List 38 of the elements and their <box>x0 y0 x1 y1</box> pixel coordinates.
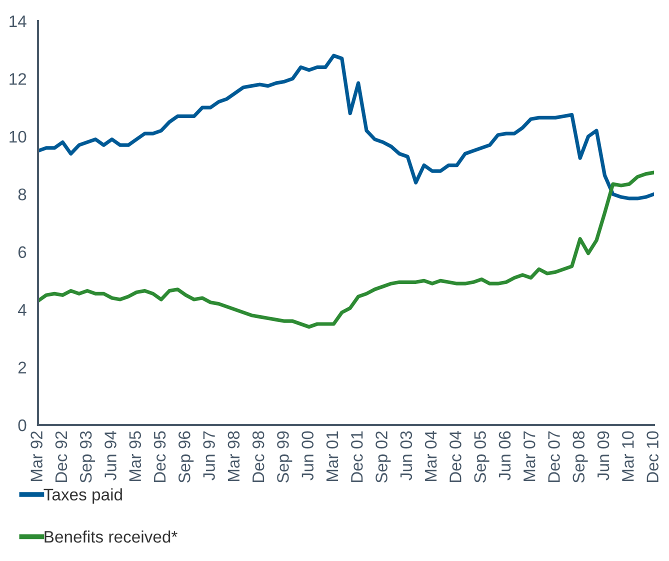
y-tick-label: 0 <box>18 419 26 432</box>
x-tick-label: Dec 10 <box>646 431 658 482</box>
x-tick-label: Jun 09 <box>597 431 610 480</box>
x-tick-label: Jun 06 <box>498 431 511 480</box>
x-tick-label: Mar 07 <box>523 431 536 482</box>
line-series <box>38 170 654 329</box>
x-tick-label: Mar 04 <box>424 431 437 482</box>
y-tick-label: 4 <box>18 304 26 316</box>
x-tick-label: Mar 95 <box>129 431 142 482</box>
x-tick-label: Dec 01 <box>350 431 363 482</box>
x-tick-label: Dec 95 <box>154 431 166 482</box>
x-tick-label: Sep 02 <box>376 431 391 483</box>
legend-label: Benefits received* <box>44 530 178 543</box>
y-tick-label: 2 <box>18 362 26 374</box>
x-tick-label: Dec 07 <box>548 431 560 482</box>
x-tick-label: Jun 94 <box>104 431 116 480</box>
line-series <box>38 54 654 200</box>
y-tick-label: 10 <box>10 130 26 143</box>
x-tick-label: Jun 03 <box>400 431 412 480</box>
y-tick-label: 6 <box>18 246 26 258</box>
x-tick-label: Mar 01 <box>326 431 338 482</box>
x-tick-label: Mar 10 <box>622 431 634 482</box>
x-tick-label: Dec 04 <box>450 431 462 482</box>
y-tick-label: 8 <box>18 188 26 200</box>
x-tick-label: Mar 92 <box>30 431 42 482</box>
x-tick-label: Sep 96 <box>178 431 194 483</box>
x-tick-label: Sep 93 <box>80 431 96 483</box>
y-tick-label: 12 <box>10 73 26 85</box>
x-tick-label: Sep 05 <box>474 431 490 483</box>
x-tick-label: Jun 00 <box>302 431 314 480</box>
y-tick-label: 14 <box>10 16 26 28</box>
x-tick-label: Jun 97 <box>203 431 215 480</box>
x-tick-label: Sep 08 <box>572 431 588 483</box>
x-tick-label: Mar 98 <box>228 431 240 482</box>
x-tick-label: Sep 99 <box>277 431 292 483</box>
legend-label: Taxes paid <box>44 488 122 504</box>
x-tick-label: Dec 92 <box>55 431 68 482</box>
x-tick-label: Dec 98 <box>252 431 264 482</box>
